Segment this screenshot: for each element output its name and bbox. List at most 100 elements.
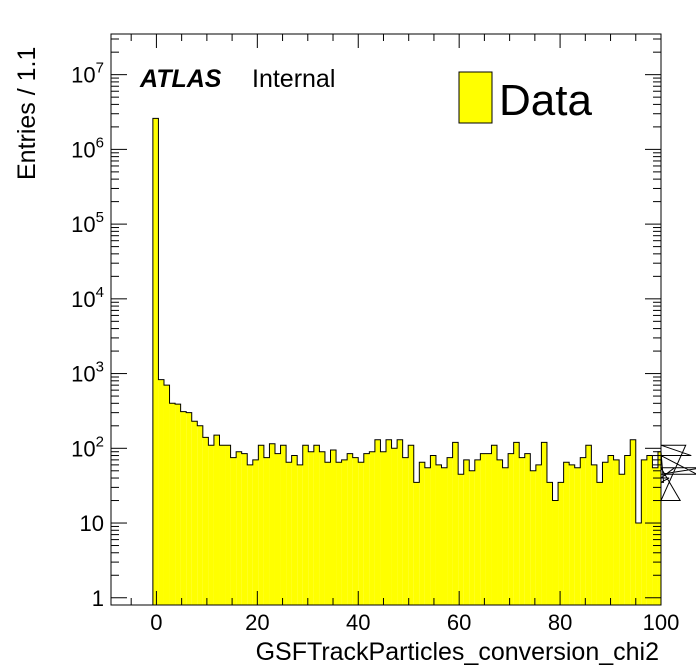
histogram-bar bbox=[386, 439, 392, 605]
atlas-label: ATLAS bbox=[139, 65, 222, 93]
histogram-bar bbox=[163, 385, 170, 605]
y-tick-label: 106 bbox=[71, 134, 104, 162]
y-tick-label: 102 bbox=[71, 433, 104, 461]
x-axis-label: GSFTrackParticles_conversion_chi2 bbox=[256, 638, 659, 666]
histogram-bar bbox=[258, 445, 264, 605]
histogram-bar bbox=[280, 445, 287, 605]
histogram-bar bbox=[397, 439, 403, 605]
histogram-bar bbox=[336, 462, 342, 605]
histogram-bar bbox=[152, 118, 159, 605]
histogram-bar bbox=[441, 467, 448, 605]
y-tick-label: 103 bbox=[71, 359, 104, 387]
histogram-bar bbox=[225, 445, 231, 605]
histogram-bar bbox=[374, 439, 381, 605]
histogram-bar bbox=[480, 453, 486, 605]
histogram-bar bbox=[319, 451, 325, 605]
histogram-bar bbox=[541, 442, 547, 605]
histogram-bar bbox=[524, 453, 531, 605]
histogram-bar bbox=[302, 445, 309, 605]
histogram-bar bbox=[247, 464, 253, 605]
histogram-bar bbox=[435, 464, 442, 605]
histogram-bar bbox=[252, 459, 259, 605]
histogram-bar bbox=[591, 464, 597, 605]
histogram-bar bbox=[641, 459, 647, 605]
y-tick-label: 104 bbox=[71, 284, 104, 312]
plot-frame bbox=[110, 33, 662, 606]
histogram-bar bbox=[519, 457, 525, 605]
histogram-bar bbox=[508, 453, 514, 605]
y-axis-ticks: 1 10 102 103 104 105 106 107 bbox=[71, 38, 661, 611]
histogram-bar bbox=[413, 482, 420, 605]
histogram-bar bbox=[230, 457, 237, 605]
histogram-bar bbox=[646, 455, 653, 605]
histogram-bar bbox=[513, 442, 520, 605]
legend-swatch bbox=[458, 71, 493, 124]
y-tick-label: 10 bbox=[80, 511, 104, 536]
histogram-bar bbox=[297, 464, 303, 605]
histogram-bar bbox=[363, 453, 370, 605]
histogram-bar bbox=[269, 443, 275, 605]
histogram-bar bbox=[369, 451, 375, 605]
histogram-bar bbox=[402, 457, 409, 605]
histogram-bar bbox=[452, 442, 459, 605]
histogram-outline bbox=[152, 117, 696, 605]
histogram-bar bbox=[313, 445, 320, 605]
histogram-bar bbox=[391, 448, 398, 605]
histogram-bar bbox=[463, 459, 470, 605]
histogram-bar bbox=[563, 462, 570, 605]
histogram-bar bbox=[613, 459, 620, 605]
x-axis-ticks: 0 20 40 60 80 100 bbox=[130, 34, 680, 635]
histogram-bar bbox=[469, 470, 475, 605]
histogram-bar bbox=[608, 455, 614, 605]
histogram-bar bbox=[552, 500, 559, 605]
legend-label-data: Data bbox=[499, 76, 592, 125]
histogram-bar bbox=[169, 403, 176, 605]
histogram-bar bbox=[491, 445, 498, 605]
histogram-bar bbox=[347, 453, 353, 605]
x-tick-label: 20 bbox=[245, 610, 269, 635]
histogram-bar bbox=[202, 437, 209, 605]
x-tick-label: 40 bbox=[346, 610, 370, 635]
histogram-bar bbox=[558, 482, 564, 605]
histogram-bar bbox=[585, 445, 592, 605]
histogram-bar bbox=[236, 451, 242, 605]
histogram-bar bbox=[474, 459, 481, 605]
histogram-bars bbox=[152, 118, 661, 605]
histogram-bar bbox=[197, 425, 203, 605]
histogram-bar bbox=[535, 464, 542, 605]
histogram-bar bbox=[424, 467, 431, 605]
histogram-bar bbox=[263, 457, 270, 605]
x-tick-label: 100 bbox=[643, 610, 680, 635]
y-tick-label: 105 bbox=[71, 209, 104, 237]
histogram-bar bbox=[341, 459, 348, 605]
histogram-bar bbox=[447, 457, 453, 605]
histogram-bar bbox=[158, 379, 164, 605]
histogram-bar bbox=[330, 449, 337, 605]
histogram-bar bbox=[180, 411, 187, 605]
histogram-bar bbox=[635, 523, 642, 605]
histogram-bar bbox=[358, 462, 364, 605]
internal-label: Internal bbox=[252, 65, 335, 93]
histogram-bar bbox=[208, 445, 214, 605]
histogram-bar bbox=[458, 474, 464, 605]
histogram-bar bbox=[657, 451, 661, 605]
histogram-bar bbox=[619, 474, 625, 605]
legend: Data bbox=[458, 71, 592, 125]
y-tick-label: 1 bbox=[92, 586, 104, 611]
histogram-bar bbox=[430, 455, 436, 605]
histogram-bar bbox=[291, 455, 298, 605]
histogram-bar bbox=[380, 451, 386, 605]
histogram-bar bbox=[574, 467, 581, 605]
histogram-bar bbox=[308, 451, 314, 605]
histogram-bar bbox=[419, 462, 425, 605]
histogram-bar bbox=[274, 453, 281, 605]
histogram-bar bbox=[630, 439, 636, 605]
y-tick-label: 107 bbox=[71, 60, 104, 88]
x-tick-label: 60 bbox=[447, 610, 471, 635]
histogram-bar bbox=[286, 462, 292, 605]
histogram-bar bbox=[186, 412, 192, 605]
histogram-bar bbox=[219, 445, 226, 605]
histogram-bar bbox=[352, 457, 359, 605]
y-axis-label: Entries / 1.1 bbox=[13, 47, 41, 180]
